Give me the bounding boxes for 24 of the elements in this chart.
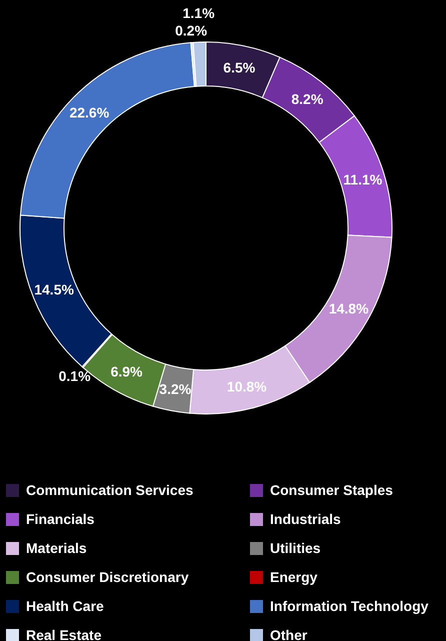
data-label: 22.6% <box>69 104 110 121</box>
data-label: 1.1% <box>182 5 216 22</box>
data-label: 8.2% <box>291 90 324 107</box>
legend-label: Utilities <box>270 540 321 556</box>
legend-label: Financials <box>26 510 95 527</box>
legend-label: Consumer Discretionary <box>26 568 189 585</box>
legend-label: Materials <box>26 540 87 556</box>
data-label: 6.9% <box>110 363 144 380</box>
data-label: 3.2% <box>159 380 192 397</box>
legend-label: Industrials <box>270 510 342 527</box>
data-label: 10.8% <box>226 378 268 395</box>
legend-label: Real Estate <box>26 626 102 641</box>
legend-label: Other <box>270 626 308 641</box>
legend-label: Communication Services <box>26 482 194 498</box>
data-label: 11.1% <box>343 172 383 188</box>
legend-label: Information Technology <box>270 598 429 614</box>
legend-label: Health Care <box>26 598 104 614</box>
data-label: 14.8% <box>328 300 370 317</box>
legend-label: Consumer Staples <box>270 482 394 498</box>
data-label: 14.5% <box>34 282 74 298</box>
data-label: 0.2% <box>175 22 208 38</box>
data-label: 0.1% <box>58 368 92 384</box>
data-label: 6.5% <box>223 59 256 76</box>
legend-label: Energy <box>270 568 318 585</box>
